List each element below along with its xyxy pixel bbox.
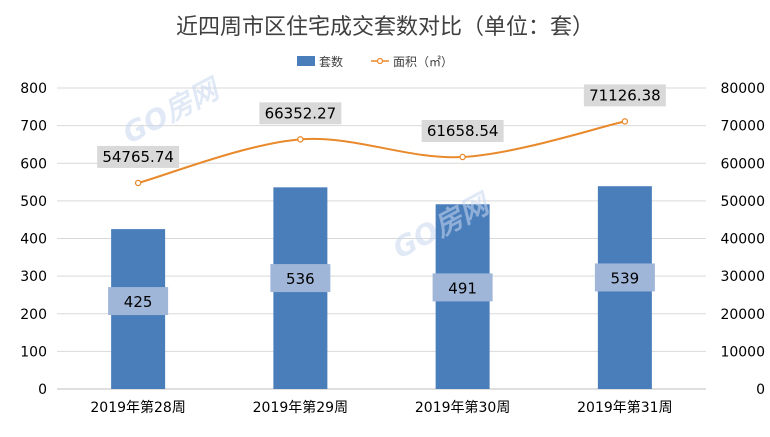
- line-label: 54765.74: [102, 148, 174, 166]
- line-label-box: [97, 145, 180, 168]
- right-tick-label: 80000: [720, 81, 765, 97]
- line-point: [134, 179, 142, 187]
- line-label-box: [259, 102, 342, 125]
- watermark: GO房网: [117, 71, 227, 150]
- x-tick-label: 2019年第31周: [577, 399, 672, 416]
- bar-label: 536: [286, 270, 315, 288]
- line-label-box: [583, 84, 666, 107]
- right-tick-label: 50000: [720, 194, 765, 210]
- area-line: [134, 118, 629, 187]
- right-axis-ticks: 0 10000 20000 30000 40000 50000 60000 70000 8000…: [720, 81, 765, 398]
- area-line-path: [137, 120, 626, 184]
- x-axis-labels: 2019年第28周 2019年第29周 2019年第30周 2019年第31周: [90, 399, 672, 416]
- right-tick-label: 0: [756, 382, 765, 398]
- left-tick-label: 600: [20, 156, 47, 172]
- left-tick-label: 100: [20, 344, 47, 360]
- right-tick-label: 70000: [720, 119, 765, 135]
- chart-title: 近四周市区住宅成交套数对比（单位：套）: [176, 15, 594, 40]
- right-tick-label: 20000: [720, 307, 765, 323]
- legend: 套数 面积（㎡）: [297, 54, 453, 69]
- bar-label-box: [432, 273, 493, 302]
- x-tick-label: 2019年第29周: [253, 399, 348, 416]
- bar-label-box: [108, 287, 169, 316]
- x-tick-label: 2019年第30周: [415, 399, 510, 416]
- left-tick-label: 400: [20, 232, 47, 248]
- line-point: [459, 153, 466, 161]
- bars: [111, 186, 652, 389]
- bar-label: 491: [448, 279, 477, 297]
- line-label: 61658.54: [427, 122, 499, 140]
- left-tick-label: 0: [38, 382, 47, 398]
- legend-label-line: 面积（㎡）: [393, 55, 453, 69]
- bar-label: 539: [611, 269, 640, 287]
- legend-label-bar: 套数: [319, 54, 343, 69]
- line-label-box: [421, 120, 504, 143]
- legend-swatch-marker: [376, 57, 384, 65]
- bar-labels: 425 536 491 539: [108, 263, 655, 316]
- right-tick-label: 30000: [720, 269, 765, 285]
- right-tick-label: 10000: [720, 344, 765, 360]
- legend-swatch-bar: [297, 56, 315, 66]
- line-point: [621, 118, 629, 125]
- right-tick-label: 40000: [720, 232, 765, 248]
- left-tick-label: 700: [20, 119, 47, 135]
- line-label: 66352.27: [265, 104, 337, 122]
- left-tick-label: 800: [20, 81, 47, 97]
- bar-label-box: [270, 264, 331, 293]
- x-tick-label: 2019年第28周: [90, 399, 185, 416]
- line-point: [297, 136, 304, 143]
- left-tick-label: 200: [20, 307, 47, 323]
- bar-label-box: [594, 263, 655, 292]
- left-axis-ticks: 0 100 200 300 400 500 600 700 800: [20, 81, 47, 398]
- line-label: 71126.38: [589, 86, 661, 104]
- line-labels: 54765.74 66352.27 61658.54 71126.38: [97, 84, 666, 168]
- right-tick-label: 60000: [720, 156, 765, 172]
- left-tick-label: 300: [20, 269, 47, 285]
- left-tick-label: 500: [20, 194, 47, 210]
- bar-label: 425: [124, 293, 153, 311]
